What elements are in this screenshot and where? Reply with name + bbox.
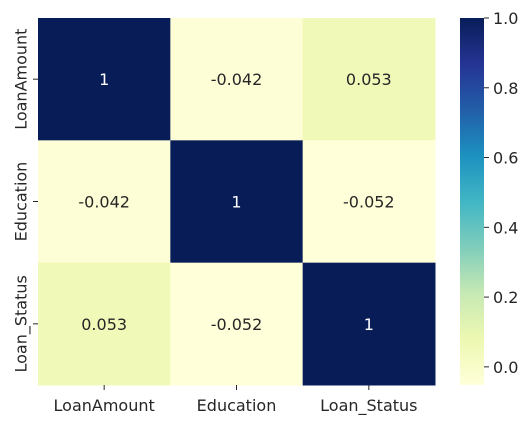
heatmap-cell-education-education [170, 140, 304, 264]
x-axis-ticks: LoanAmount Education Loan_Status [54, 385, 418, 416]
colorbar-tick-label: 0.2 [493, 288, 518, 307]
heatmap-cell-loanamount-loanamount [38, 18, 171, 141]
colorbar-gradient [460, 18, 484, 385]
y-tick-label-education: Education [12, 162, 31, 242]
cell-annotation: -0.052 [343, 193, 395, 212]
x-tick-label-education: Education [197, 396, 277, 415]
colorbar-tick-label: 0.0 [493, 358, 518, 377]
heatmap-cells [38, 18, 436, 386]
heatmap-cell-loan-status-education [170, 262, 304, 386]
colorbar-tick-label: 0.6 [493, 149, 518, 168]
heatmap-cell-loan-status-loanamount [38, 262, 171, 386]
cell-annotation: -0.042 [78, 193, 130, 212]
heatmap-cell-education-loanamount [38, 140, 171, 264]
heatmap-cell-loan-status-loan-status [302, 262, 436, 386]
colorbar-tick-label: 0.8 [493, 79, 518, 98]
cell-annotation: -0.042 [211, 70, 263, 89]
cell-annotation: 0.053 [81, 315, 127, 334]
cell-annotation: -0.052 [211, 315, 263, 334]
x-tick-label-loanamount: LoanAmount [54, 396, 155, 415]
heatmap-cell-loanamount-education [170, 18, 304, 141]
x-tick-label-loan-status: Loan_Status [320, 396, 417, 416]
y-axis-ticks: LoanAmount Education Loan_Status [12, 29, 38, 373]
cell-annotations: 1 -0.042 0.053 -0.042 1 -0.052 0.053 -0.052 1 [78, 70, 394, 334]
heatmap-cell-education-loan-status [302, 140, 436, 264]
cell-annotation: 1 [364, 315, 374, 334]
y-tick-label-loanamount: LoanAmount [12, 29, 31, 130]
y-tick-label-loan-status: Loan_Status [12, 275, 32, 372]
colorbar-tick-label: 0.4 [493, 218, 518, 237]
cell-annotation: 0.053 [346, 70, 392, 89]
cell-annotation: 1 [99, 70, 109, 89]
colorbar-tick-label: 1.0 [493, 9, 518, 28]
cell-annotation: 1 [231, 193, 241, 212]
colorbar: 0.0 0.2 0.4 0.6 0.8 1.0 [460, 9, 518, 385]
heatmap-cell-loanamount-loan-status [302, 18, 436, 141]
